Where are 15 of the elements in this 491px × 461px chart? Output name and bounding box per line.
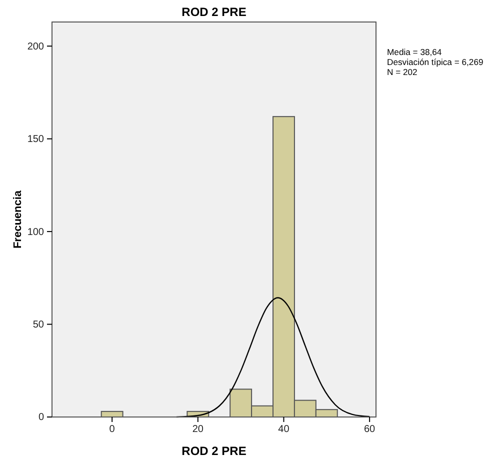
chart-title: ROD 2 PRE [182,5,246,19]
y-tick-label: 100 [27,226,44,238]
y-tick-label: 50 [32,319,44,330]
y-tick-label: 200 [27,41,44,52]
y-axis-title: Frecuencia [12,190,24,249]
text: Desviación típica = 6,269 [387,57,484,67]
text: N = 202 [387,67,418,77]
y-tick-label: 150 [27,134,44,146]
y-tick-label: 0 [38,412,44,424]
text: Media = 38,64 [387,47,442,57]
x-axis-title: ROD 2 PRE [182,444,246,458]
x-tick-label: 20 [192,424,204,436]
x-tick-label: 60 [364,424,376,436]
x-tick-label: 0 [109,424,116,436]
x-tick-label: 40 [278,424,290,436]
